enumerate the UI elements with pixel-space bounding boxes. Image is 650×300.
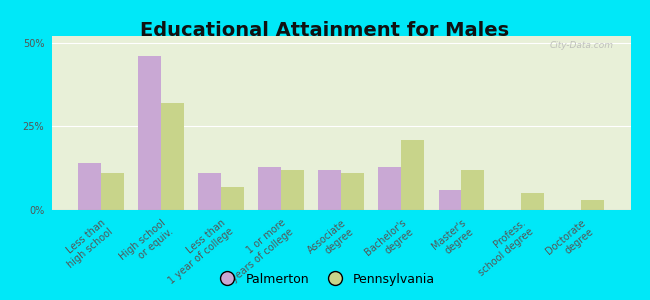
Bar (138, 56, 161, 210)
Bar (161, 103, 184, 210)
Bar (378, 167, 401, 210)
Bar (198, 173, 221, 210)
Bar (401, 140, 424, 210)
Bar (318, 170, 341, 210)
Legend: Palmerton, Pennsylvania: Palmerton, Pennsylvania (209, 268, 441, 291)
Bar (521, 193, 544, 210)
Bar (341, 173, 364, 210)
Bar (221, 187, 244, 210)
Bar (462, 170, 484, 210)
Text: Educational Attainment for Males: Educational Attainment for Males (140, 21, 510, 40)
Bar (78, 163, 101, 210)
Bar (259, 167, 281, 210)
Bar (281, 170, 304, 210)
Bar (581, 200, 604, 210)
Text: City-Data.com: City-Data.com (549, 41, 613, 50)
Bar (101, 173, 124, 210)
Bar (439, 190, 462, 210)
